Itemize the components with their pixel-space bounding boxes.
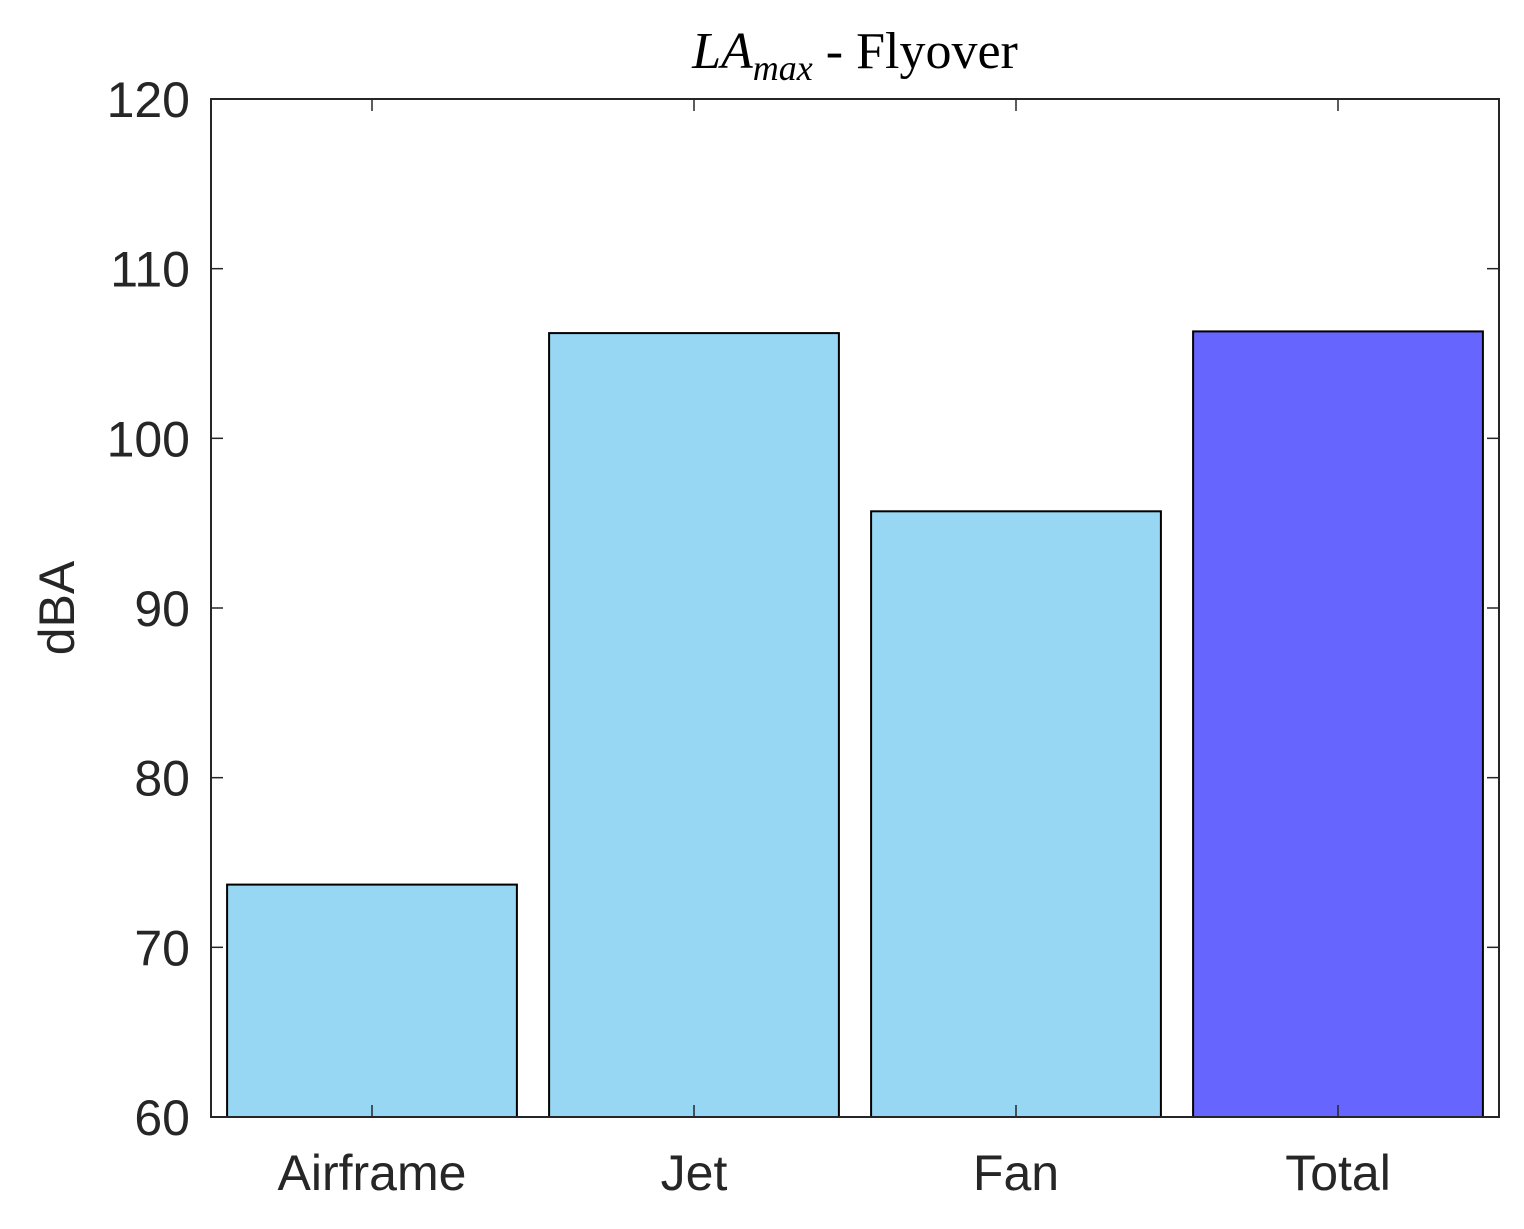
bar-jet — [548, 332, 840, 1119]
labels-layer: Airframe Jet Fan Total 60 70 80 90 100 110 120 — [107, 72, 1391, 1201]
y-tick-label: 100 — [107, 411, 190, 467]
x-tick-label: Total — [1285, 1145, 1391, 1201]
y-tick-label: 60 — [134, 1090, 190, 1146]
chart-title-subscript: max — [753, 48, 813, 88]
bar-fan — [870, 510, 1162, 1118]
bars-layer — [226, 330, 1484, 1119]
chart-title-main: LA — [691, 23, 753, 80]
bar-total — [1192, 330, 1484, 1118]
y-tick-label: 120 — [107, 72, 190, 128]
plot-area-frame — [210, 98, 1500, 1118]
y-tick-label: 90 — [134, 581, 190, 637]
x-tick-label: Airframe — [278, 1145, 467, 1201]
x-tick-label: Fan — [973, 1145, 1059, 1201]
y-tick-label: 70 — [134, 920, 190, 976]
chart-title: LAmax - Flyover — [691, 23, 1018, 88]
bar-airframe — [226, 883, 518, 1118]
x-tick-label: Jet — [661, 1145, 728, 1201]
y-axis-label: dBA — [29, 560, 85, 655]
y-tick-label: 110 — [110, 242, 190, 298]
chart-title-rest: - Flyover — [813, 23, 1018, 80]
y-tick-label: 80 — [134, 751, 190, 807]
